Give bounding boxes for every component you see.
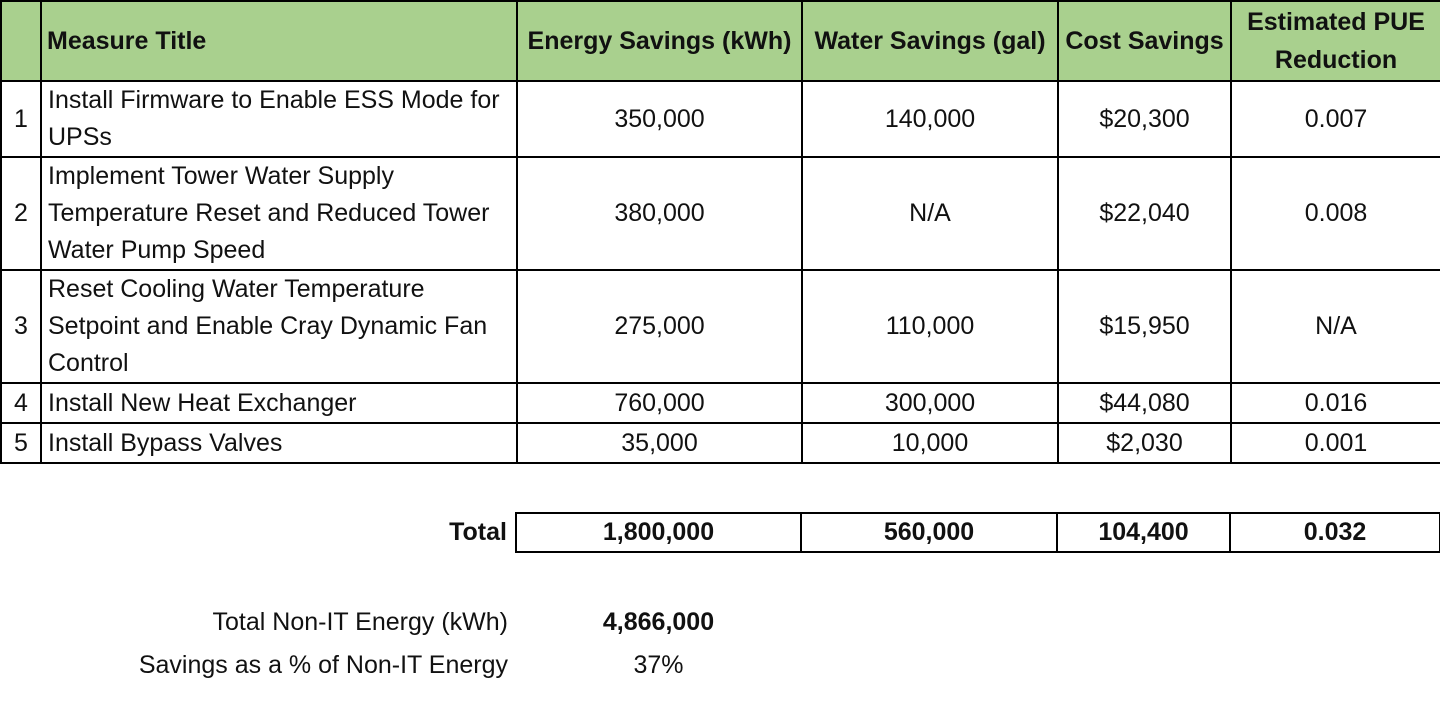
total-label: Total [0, 513, 517, 552]
summary-value: 4,866,000 [602, 608, 715, 636]
cell: N/A [801, 156, 1059, 271]
row-number: 1 [0, 80, 42, 158]
total-row: Total 1,800,000 560,000 104,400 0.032 [0, 512, 1440, 553]
table-row: 5 Install Bypass Valves 35,000 10,000 $2,030… [0, 422, 1440, 464]
cell: $22,040 [1057, 156, 1232, 271]
row-number: 4 [0, 382, 42, 424]
cell: 0.001 [1230, 422, 1440, 464]
table-row: 3 Reset Cooling Water Temperature Setpoin… [0, 269, 1440, 384]
measure-title: Install Firmware to Enable ESS Mode for … [40, 80, 518, 158]
header-cell: Measure Title [40, 0, 518, 82]
cell: 300,000 [801, 382, 1059, 424]
summary-row: Savings as a % of Non-IT Energy 37% [0, 645, 1440, 685]
cell: $15,950 [1057, 269, 1232, 384]
cell: 760,000 [516, 382, 803, 424]
summary-label: Total Non-IT Energy (kWh) [212, 608, 508, 636]
cell: 110,000 [801, 269, 1059, 384]
cell: 0.008 [1230, 156, 1440, 271]
row-number: 2 [0, 156, 42, 271]
total-value: 0.032 [1229, 512, 1440, 553]
header-cell: Estimated PUE Reduction [1230, 0, 1440, 82]
cell: N/A [1230, 269, 1440, 384]
row-number: 5 [0, 422, 42, 464]
table-row: 1 Install Firmware to Enable ESS Mode for… [0, 80, 1440, 158]
total-table: Total 1,800,000 560,000 104,400 0.032 [0, 512, 1440, 553]
total-value: 104,400 [1056, 512, 1231, 553]
measure-title: Install New Heat Exchanger [40, 382, 518, 424]
cell: 350,000 [516, 80, 803, 158]
header-cell: Energy Savings (kWh) [516, 0, 803, 82]
measure-title: Implement Tower Water Supply Temperature… [40, 156, 518, 271]
cell: 275,000 [516, 269, 803, 384]
summary-label: Savings as a % of Non-IT Energy [138, 651, 508, 679]
header-cell [0, 0, 42, 82]
cell: $2,030 [1057, 422, 1232, 464]
cell: 0.016 [1230, 382, 1440, 424]
measure-title: Reset Cooling Water Temperature Setpoint… [40, 269, 518, 384]
measures-table: Measure Title Energy Savings (kWh) Water S… [0, 0, 1440, 464]
cell: $20,300 [1057, 80, 1232, 158]
summary-row: Total Non-IT Energy (kWh) 4,866,000 [0, 602, 1440, 642]
total-value: 1,800,000 [515, 512, 802, 553]
table-row: 4 Install New Heat Exchanger 760,000 300,00… [0, 382, 1440, 424]
table-body: 1 Install Firmware to Enable ESS Mode for… [0, 80, 1440, 464]
cell: 35,000 [516, 422, 803, 464]
header-cell: Water Savings (gal) [801, 0, 1059, 82]
table-row: 2 Implement Tower Water Supply Temperatur… [0, 156, 1440, 271]
cell: $44,080 [1057, 382, 1232, 424]
cell: 140,000 [801, 80, 1059, 158]
measure-title: Install Bypass Valves [40, 422, 518, 464]
summary-value: 37% [633, 651, 684, 679]
cell: 0.007 [1230, 80, 1440, 158]
header-cell: Cost Savings [1057, 0, 1232, 82]
cell: 10,000 [801, 422, 1059, 464]
cell: 380,000 [516, 156, 803, 271]
total-value: 560,000 [800, 512, 1058, 553]
row-number: 3 [0, 269, 42, 384]
header-row: Measure Title Energy Savings (kWh) Water S… [0, 0, 1440, 82]
